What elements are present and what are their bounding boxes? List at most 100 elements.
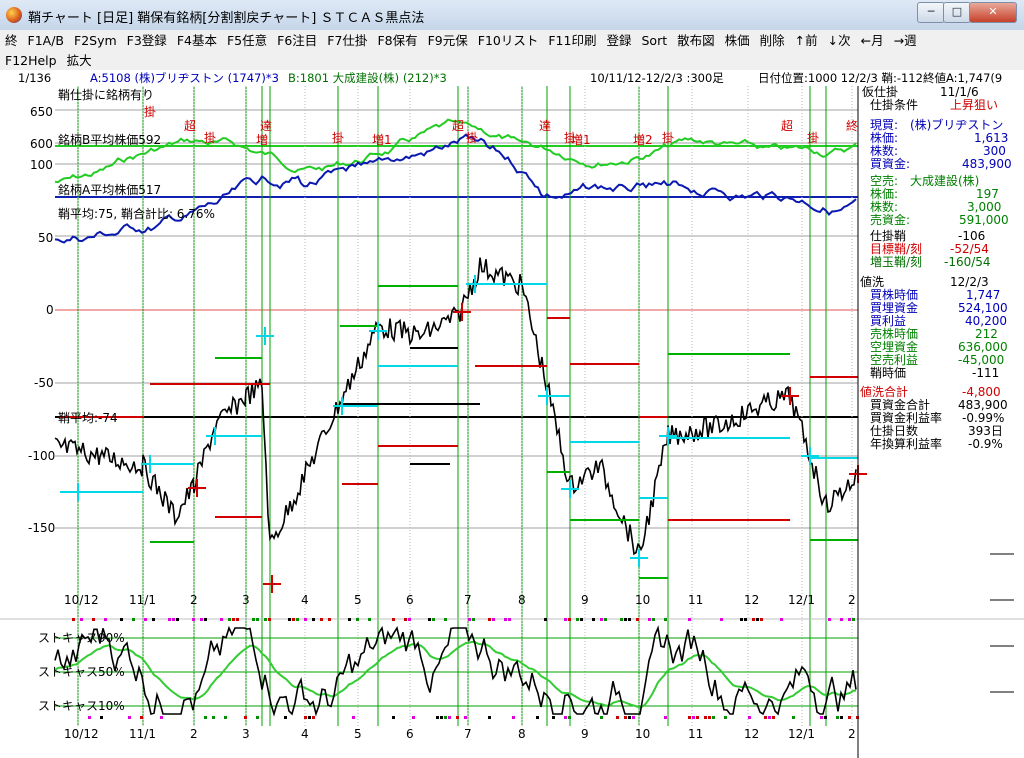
main-date-tick-5: 5: [354, 593, 362, 607]
kari-label: 仮仕掛: [862, 85, 899, 99]
main-date-tick-2: 2: [190, 593, 198, 607]
menu-f11-print[interactable]: F11印刷: [548, 33, 597, 48]
stoch-date-tick-2: 2: [190, 727, 198, 741]
price-tick-600: 600: [30, 137, 53, 151]
cond-value: 上昇狙い: [950, 98, 999, 112]
karashi-value: 636,000: [958, 340, 1008, 354]
stoch-dot-bottom: [564, 716, 567, 719]
stoch-dot-top: [780, 618, 783, 621]
stoch-dot-bottom: [224, 716, 227, 719]
menu-sort[interactable]: Sort: [641, 33, 668, 48]
stoch-dot-bottom: [440, 716, 443, 719]
menu-row-main: 終 F1A/B F2Sym F3登録 F4基本 F5任意 F6注目 F7仕掛 F8保有 F9元保 F…: [0, 31, 922, 50]
date-range: 10/11/12-12/2/3 :300足: [590, 71, 724, 85]
spread-tick-0: 0: [46, 303, 54, 317]
menu-f6-watch[interactable]: F6注目: [277, 33, 318, 48]
menu-zoom[interactable]: 拡大: [66, 53, 92, 68]
signal-label-13: 掛: [662, 131, 675, 145]
menu-prev[interactable]: ↑前: [794, 33, 818, 48]
kaikabu-value: 1,747: [966, 288, 1001, 302]
stoch-dot-bottom: [436, 716, 439, 719]
menu-delete[interactable]: 削除: [759, 33, 785, 48]
zoukyoku-label: 増玉鞘/刻: [870, 255, 923, 269]
nissu-label: 仕掛日数: [870, 424, 919, 438]
stoch-dot-top: [404, 618, 407, 621]
signal-label-4: 増: [256, 133, 269, 147]
stoch-dot-top: [504, 618, 507, 621]
stoch-dot-top: [564, 618, 567, 621]
nissu-value: 393日: [968, 424, 1003, 438]
chart-area: 鞘仕掛に銘柄有り 銘柄B平均株価592 銘柄A平均株価517 鞘平均:75, 鞘…: [0, 86, 1024, 758]
menu-month[interactable]: ←月: [860, 33, 884, 48]
stock-a-info: A:5108 (株)ブリヂストン (1747)*3: [90, 71, 279, 85]
date-position: 日付位置:1000 12/2/3 鞘:-112終値A:1,747(9: [758, 71, 1003, 85]
signal-label-14: 超: [781, 119, 794, 133]
stoch-date-tick-14: 2: [848, 727, 856, 741]
stoch-dot-bottom: [512, 716, 515, 719]
stoch-dot-top: [176, 618, 179, 621]
stoch-dot-top: [348, 618, 351, 621]
stoch-dot-top: [752, 618, 755, 621]
close-button[interactable]: ✕: [969, 2, 1017, 23]
menu-f7-entry[interactable]: F7仕掛: [327, 33, 368, 48]
menu-price[interactable]: 株価: [724, 33, 750, 48]
sayajika-value: -111: [972, 366, 1000, 380]
stoch-dot-top: [312, 618, 315, 621]
stoch-dot-bottom: [552, 716, 555, 719]
main-date-tick-14: 2: [848, 593, 856, 607]
karari-value: -45,000: [958, 353, 1005, 367]
stoch-dot-top: [92, 618, 95, 621]
stoch-date-tick-1: 11/1: [129, 727, 156, 741]
title-bar: 鞘チャート [日足] 鞘保有銘柄[分割割戻チャート] ＳＴＣＡＳ黒点法 ─ □ …: [0, 0, 1024, 31]
menu-f10-list[interactable]: F10リスト: [477, 33, 539, 48]
stoch-dot-bottom: [792, 716, 795, 719]
menu-f12-help[interactable]: F12Help: [5, 53, 57, 68]
minimize-button[interactable]: ─: [917, 2, 945, 23]
mokuhyo-value: -52/54: [950, 242, 989, 256]
info-bar: 1/136 A:5108 (株)ブリヂストン (1747)*3 B:1801 大…: [0, 70, 1024, 86]
stoch-date-tick-10: 10: [635, 727, 651, 741]
stoch-dot-top: [652, 618, 655, 621]
menu-f4-basic[interactable]: F4基本: [176, 33, 217, 48]
stoch-dot-bottom: [444, 716, 447, 719]
menu-f3-register[interactable]: F3登録: [126, 33, 167, 48]
signal-label-7: 超: [452, 119, 465, 133]
stoch-slow-series: [54, 640, 857, 709]
maximize-button[interactable]: □: [943, 2, 971, 23]
app-icon: [6, 7, 22, 23]
stoch-dot-bottom: [488, 716, 491, 719]
stoch-dot-top: [756, 618, 759, 621]
stoch-dot-bottom: [772, 716, 775, 719]
neara-label: 値洗: [860, 275, 885, 289]
menu-f1-ab[interactable]: F1A/B: [27, 33, 64, 48]
signal-label-3: 達: [260, 119, 273, 133]
stoch-dot-top: [468, 618, 471, 621]
urikin-value: 591,000: [959, 213, 1009, 227]
stoch-date-tick-9: 9: [581, 727, 589, 741]
entry-notice-label: 鞘仕掛に銘柄有り: [58, 88, 155, 102]
stoch-date-tick-12: 12: [744, 727, 760, 741]
stoch-dot-top: [852, 618, 855, 621]
menu-f9-orig-hold[interactable]: F9元保: [427, 33, 468, 48]
avg-spread-label: 鞘平均:75, 鞘合計比: 6.76%: [58, 207, 215, 221]
stoch-dot-top: [624, 618, 627, 621]
menu-f2-sym[interactable]: F2Sym: [74, 33, 117, 48]
signal-label-2: 掛: [204, 131, 217, 145]
menu-scatter[interactable]: 散布図: [677, 33, 715, 48]
stoch-dot-top: [508, 618, 511, 621]
karari-label: 空売利益: [870, 353, 919, 367]
kari-date: 11/1/6: [940, 85, 979, 99]
stoch-10-label: ストキャス10%: [38, 699, 125, 713]
menu-exit[interactable]: 終: [5, 33, 18, 48]
main-date-tick-6: 6: [406, 593, 414, 607]
menu-next[interactable]: ↓次: [827, 33, 851, 48]
stoch-dot-top: [168, 618, 171, 621]
menu-f5-arbitrary[interactable]: F5任意: [226, 33, 268, 48]
spread-tick-minus100: -100: [28, 449, 56, 463]
stoch-dot-top: [580, 618, 583, 621]
main-date-tick-8: 8: [518, 593, 526, 607]
menu-row-sub: F12Help 拡大: [0, 51, 97, 70]
menu-f8-hold[interactable]: F8保有: [377, 33, 418, 48]
menu-register[interactable]: 登録: [606, 33, 632, 48]
menu-week[interactable]: →週: [893, 33, 917, 48]
